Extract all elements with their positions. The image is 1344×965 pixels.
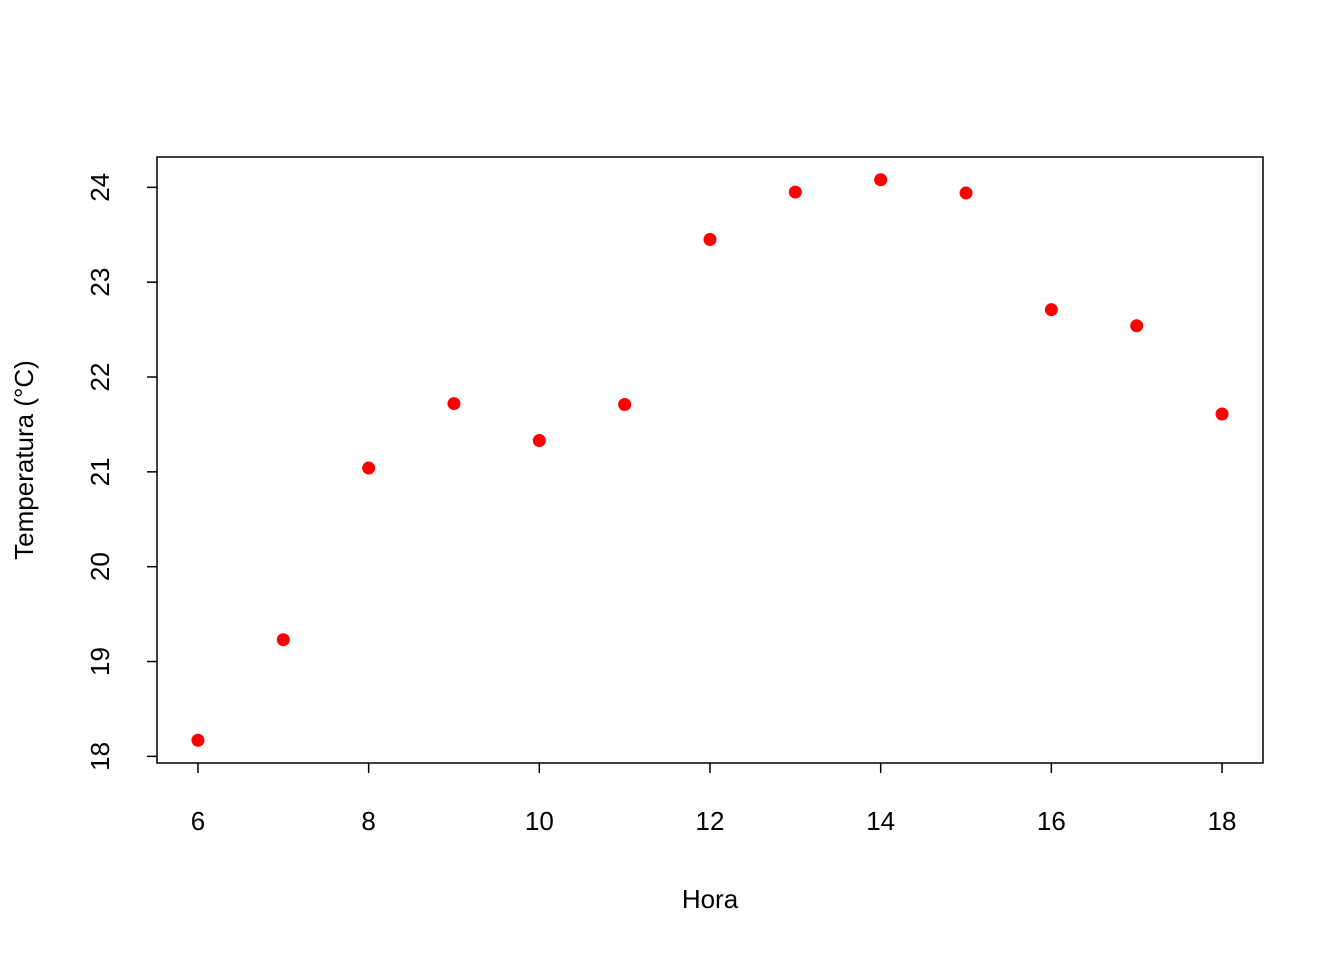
x-tick-label: 18 bbox=[1208, 806, 1237, 836]
x-tick-label: 10 bbox=[525, 806, 554, 836]
point bbox=[959, 186, 973, 200]
x-tick-label: 8 bbox=[361, 806, 375, 836]
y-tick-label: 20 bbox=[85, 552, 115, 581]
point bbox=[874, 173, 888, 187]
x-tick-label: 14 bbox=[866, 806, 895, 836]
y-tick-label: 24 bbox=[85, 173, 115, 202]
point bbox=[788, 185, 802, 199]
x-tick-label: 16 bbox=[1037, 806, 1066, 836]
point bbox=[1044, 303, 1058, 317]
y-tick-label: 21 bbox=[85, 457, 115, 486]
x-axis-label: Hora bbox=[682, 884, 739, 914]
y-tick-label: 18 bbox=[85, 742, 115, 771]
point bbox=[618, 398, 632, 412]
point bbox=[703, 233, 717, 247]
x-tick-label: 6 bbox=[191, 806, 205, 836]
y-tick-label: 23 bbox=[85, 268, 115, 297]
point bbox=[447, 397, 461, 411]
x-tick-label: 12 bbox=[696, 806, 725, 836]
point bbox=[191, 733, 205, 747]
y-tick-label: 19 bbox=[85, 647, 115, 676]
point bbox=[276, 633, 290, 647]
point bbox=[1130, 319, 1144, 333]
y-axis-label: Temperatura (°C) bbox=[9, 360, 39, 560]
point bbox=[362, 461, 376, 475]
y-tick-label: 22 bbox=[85, 363, 115, 392]
point bbox=[532, 434, 546, 448]
point bbox=[1215, 407, 1229, 421]
plot-box bbox=[156, 156, 1264, 764]
